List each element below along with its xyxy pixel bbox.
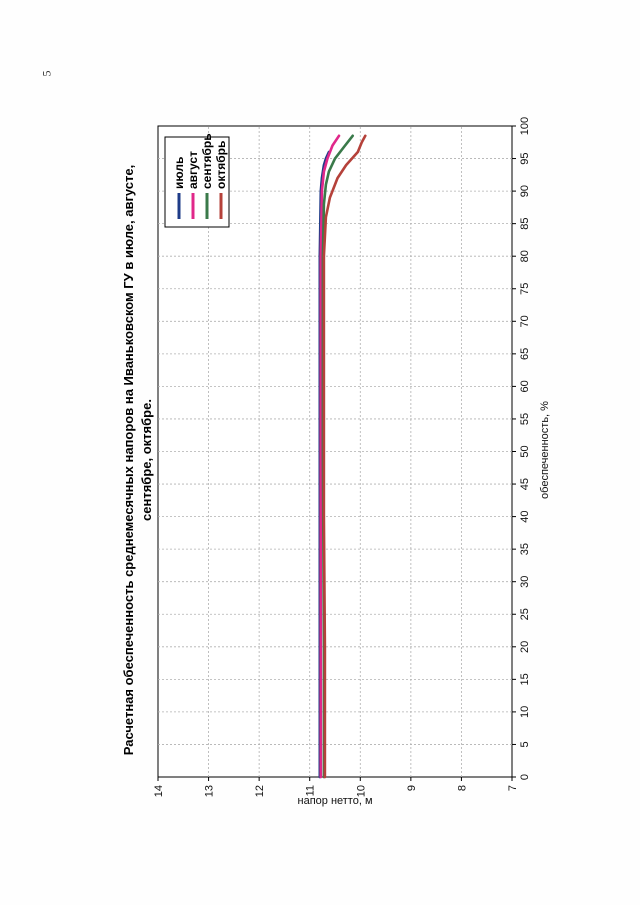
x-tick-label: 0 xyxy=(519,774,531,780)
x-tick-label: 70 xyxy=(519,315,531,327)
x-tick-label: 75 xyxy=(519,283,531,295)
series-line-3 xyxy=(322,134,367,779)
legend: июль август сентябрь октябрь xyxy=(164,133,230,228)
y-tick-label: 13 xyxy=(204,785,216,797)
x-tick-label: 80 xyxy=(519,250,531,262)
x-tick-label: 100 xyxy=(519,117,531,135)
x-tick-label: 95 xyxy=(519,152,531,164)
x-tick-label: 30 xyxy=(519,576,531,588)
x-tick-label: 10 xyxy=(519,706,531,718)
x-tick-label: 90 xyxy=(519,185,531,197)
x-tick-label: 5 xyxy=(519,741,531,747)
x-tick-label: 65 xyxy=(519,348,531,360)
x-tick-label: 25 xyxy=(519,608,531,620)
x-tick-label: 60 xyxy=(519,380,531,392)
y-tick-label: 8 xyxy=(456,785,468,791)
legend-label-2: сентябрь xyxy=(200,133,214,189)
y-tick-label: 10 xyxy=(355,785,367,797)
legend-label-3: октябрь xyxy=(214,141,228,189)
y-tick-label: 9 xyxy=(406,785,418,791)
y-tick-label: 7 xyxy=(507,785,519,791)
chart-title-line2: сентябре, октябре. xyxy=(139,399,154,521)
x-tick-label: 40 xyxy=(519,510,531,522)
series-line-1 xyxy=(319,134,341,779)
legend-label-1: август xyxy=(186,151,200,189)
chart-title-line1: Расчетная обеспеченность среднемесячных … xyxy=(121,165,136,756)
y-tick-label: 12 xyxy=(254,785,266,797)
x-tick-label: 45 xyxy=(519,478,531,490)
x-tick-label: 20 xyxy=(519,641,531,653)
x-tick-label: 35 xyxy=(519,543,531,555)
x-tick-label: 15 xyxy=(519,673,531,685)
plot-area: 0 5 10 15 20 25 30 35 40 45 50 55 60 65 70 75 80 85 90 95 10… xyxy=(153,117,531,797)
legend-label-0: июль xyxy=(172,157,186,189)
y-axis-title: напор нетто, м xyxy=(297,795,372,807)
x-axis-title: обеспеченность, % xyxy=(539,401,551,499)
x-tick-label: 55 xyxy=(519,413,531,425)
legend-box xyxy=(164,136,230,228)
y-tick-label: 14 xyxy=(153,785,165,797)
x-tick-label: 85 xyxy=(519,218,531,230)
y-tick-label: 11 xyxy=(305,785,317,796)
x-tick-label: 50 xyxy=(519,445,531,457)
